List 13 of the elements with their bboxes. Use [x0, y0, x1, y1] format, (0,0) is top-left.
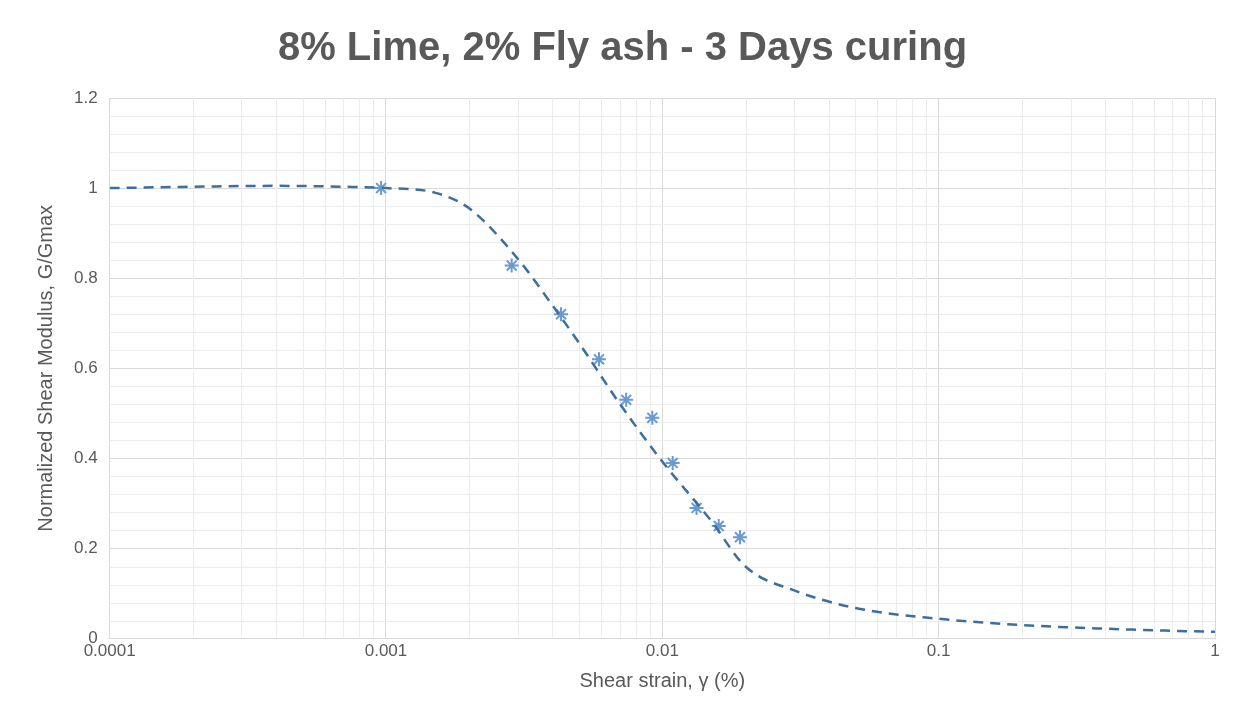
y-tick-label: 1.2: [73, 87, 98, 107]
y-tick-label: 1: [88, 177, 98, 197]
y-tick-label: 0.6: [73, 357, 98, 377]
x-tick-label: 0.001: [364, 641, 408, 661]
y-tick-label: 0.2: [73, 538, 98, 558]
y-axis-title: Normalized Shear Modulus, G/Gmax: [33, 204, 56, 532]
x-tick-label: 0.01: [645, 641, 679, 661]
x-tick-label: 0.1: [926, 641, 951, 661]
chart-title: 8% Lime, 2% Fly ash - 3 Days curing: [277, 24, 968, 69]
x-axis-title: Shear strain, γ (%): [579, 668, 746, 691]
y-tick-label: 0.4: [73, 448, 98, 468]
x-tick-label: 1: [1210, 641, 1220, 661]
y-tick-label: 0.8: [73, 267, 98, 287]
